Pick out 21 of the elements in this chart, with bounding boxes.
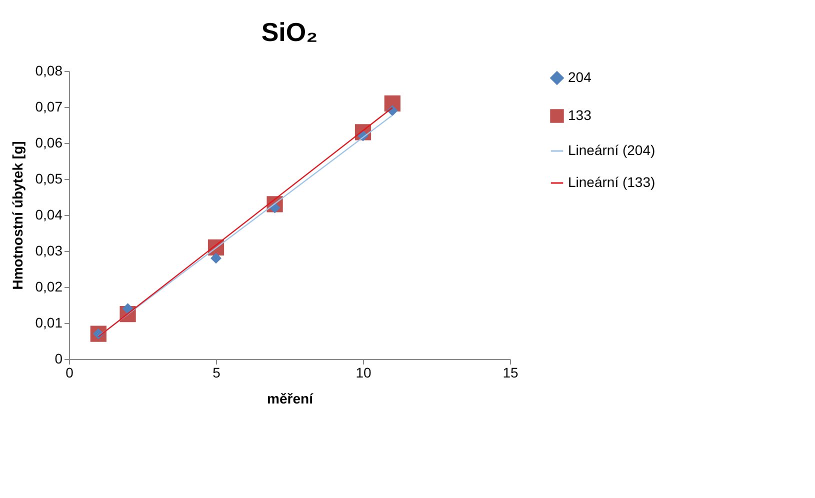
x-tick-label: 0: [66, 364, 74, 380]
y-tick-label: 0,08: [35, 62, 63, 78]
y-tick-label: 0,02: [35, 278, 63, 294]
y-tick-label: 0: [54, 350, 63, 366]
point: [210, 252, 222, 264]
x-tick-label: 5: [212, 364, 221, 380]
legend-label: Lineární (133): [568, 174, 656, 190]
y-tick-label: 0,05: [35, 170, 63, 186]
x-tick-label: 15: [502, 364, 518, 380]
y-tick-label: 0,04: [35, 206, 63, 222]
y-tick-label: 0,01: [35, 314, 63, 330]
y-tick-label: 0,06: [35, 134, 63, 150]
x-tick-label: 10: [356, 364, 372, 380]
chart-title: SiO₂: [261, 17, 318, 47]
legend-label: 204: [568, 69, 592, 85]
y-tick-label: 0,07: [35, 98, 63, 114]
legend-label: 133: [568, 107, 592, 123]
legend-label: Lineární (204): [568, 142, 656, 158]
y-tick-label: 0,03: [35, 242, 63, 258]
y-axis-title: Hmotnostní úbytek [g]: [9, 141, 26, 290]
x-axis-title: měření: [267, 390, 314, 406]
